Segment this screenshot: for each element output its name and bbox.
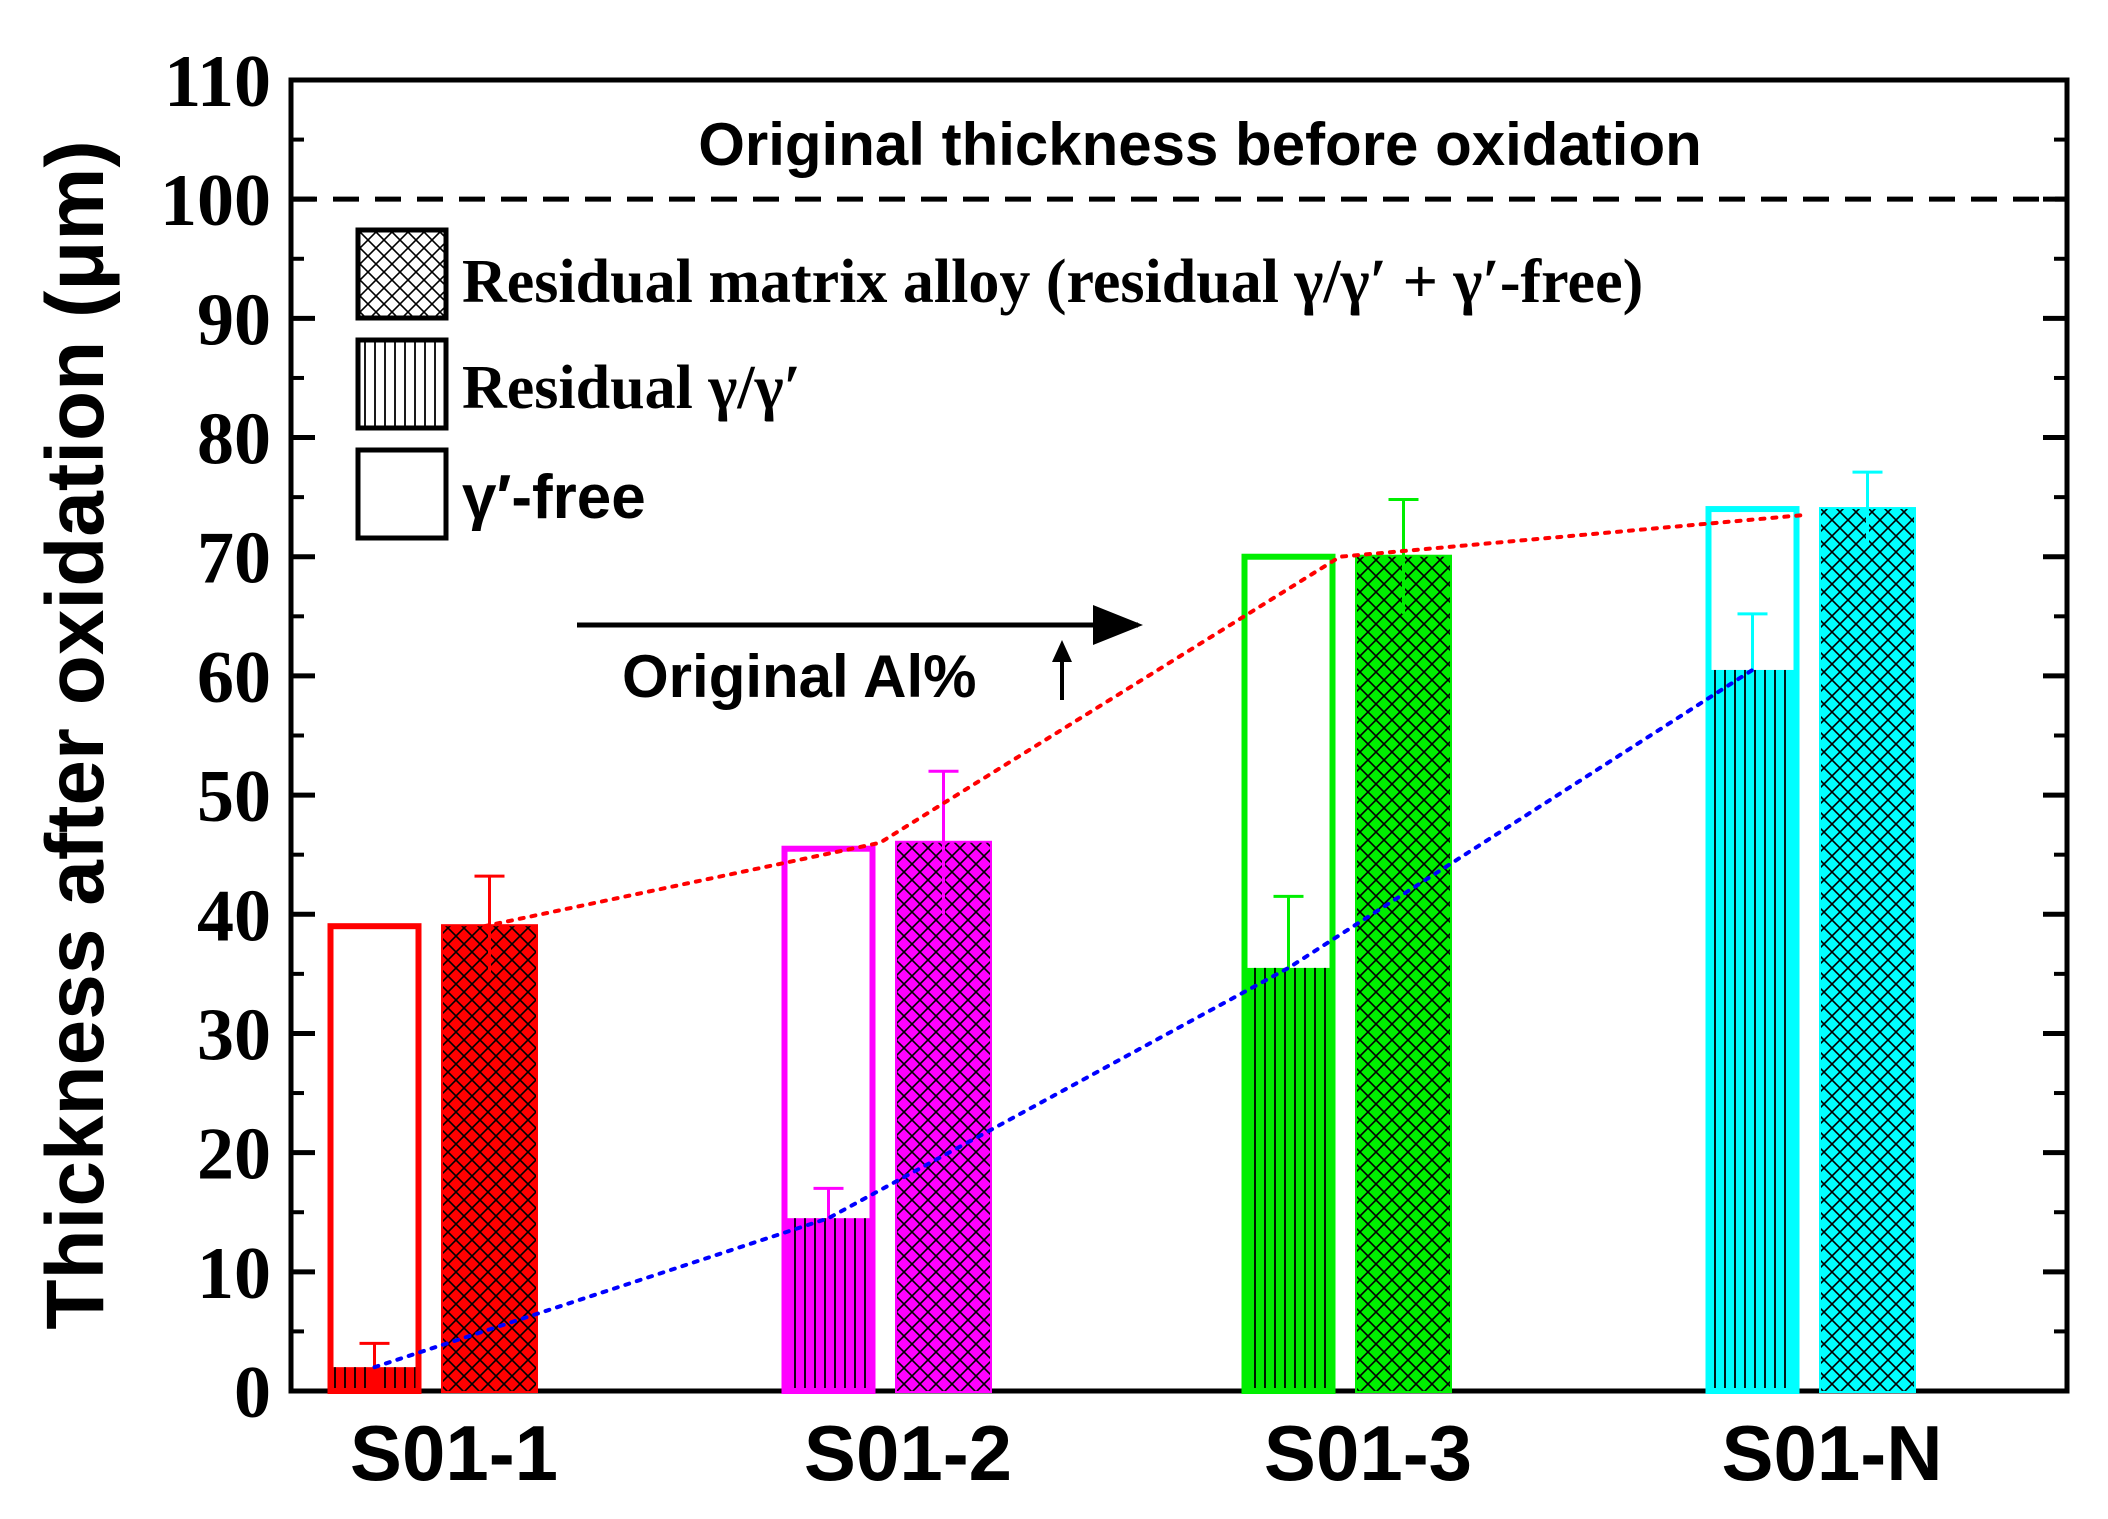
y-tick-label: 0 — [234, 1352, 271, 1434]
bar-gfree-outline — [1241, 553, 1336, 1394]
bar-matrix-pattern — [1357, 556, 1450, 1391]
y-axis-title: Thickness after oxidation (μm) — [30, 140, 121, 1329]
y-axis-tick-labels: 0 10 20 30 40 50 60 70 80 90 100 110 — [160, 41, 271, 1434]
y-tick-label: 10 — [197, 1233, 271, 1315]
y-tick-label: 110 — [164, 41, 271, 123]
legend-swatch-matrix — [355, 227, 449, 321]
x-category-label: S01-1 — [350, 1409, 558, 1497]
bar-gfree-outline — [327, 923, 422, 1394]
bar-matrix-pattern — [897, 842, 990, 1391]
x-category-label: S01-N — [1721, 1409, 1942, 1497]
x-category-label: S01-2 — [804, 1409, 1012, 1497]
y-tick-label: 100 — [160, 160, 271, 242]
bar-gfree-outline — [1705, 506, 1800, 1394]
bar-residual-pattern — [1706, 669, 1799, 1391]
reference-line-label: Original thickness before oxidation — [698, 111, 1702, 178]
legend-label-residual: Residual γ/γ′ — [462, 354, 801, 422]
bar-matrix-pattern — [1821, 509, 1914, 1391]
trend-line — [372, 667, 1755, 1370]
x-category-label: S01-3 — [1264, 1409, 1472, 1497]
bar-matrix-pattern — [443, 926, 536, 1391]
legend-swatch-gfree — [355, 447, 449, 541]
legend-label-matrix: Residual matrix alloy (residual γ/γ′ + γ… — [462, 248, 1643, 316]
legend-swatch-residual — [355, 337, 449, 431]
y-tick-label: 80 — [197, 399, 271, 481]
bar-marks — [327, 506, 1916, 1394]
al-up-arrow-icon — [1052, 640, 1072, 662]
y-tick-label: 40 — [197, 875, 271, 957]
y-tick-label: 20 — [197, 1114, 271, 1196]
y-tick-label: 30 — [197, 994, 271, 1076]
trend-lines — [372, 513, 1806, 1370]
legend-label-gfree: γ′-free — [462, 463, 646, 532]
x-axis-category-labels: S01-1 S01-2 S01-3 S01-N — [350, 1409, 1943, 1497]
y-tick-label: 50 — [197, 756, 271, 838]
y-tick-label: 90 — [197, 279, 271, 361]
trend-line — [482, 513, 1806, 929]
bar-gfree-outline — [781, 845, 876, 1394]
error-bars — [359, 470, 1883, 1391]
al-annotation-label: Original Al% — [622, 643, 977, 710]
y-tick-label: 70 — [197, 518, 271, 600]
y-tick-label: 60 — [197, 637, 271, 719]
y-axis-ticks — [291, 77, 2067, 1394]
legend: Residual matrix alloy (residual γ/γ′ + γ… — [355, 227, 1643, 541]
